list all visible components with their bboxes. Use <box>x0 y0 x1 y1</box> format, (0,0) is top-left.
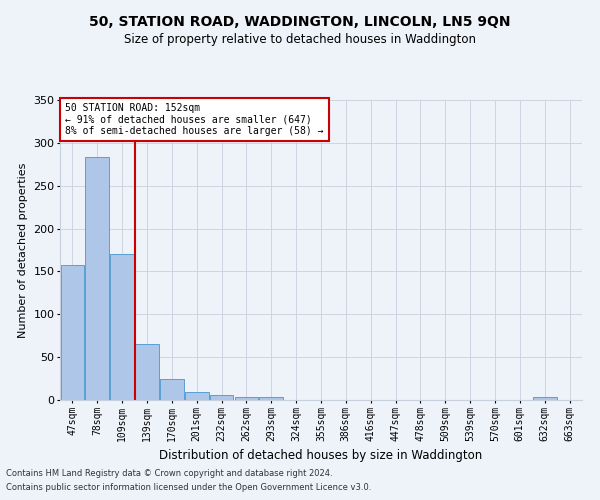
Bar <box>110 254 134 400</box>
Bar <box>533 398 557 400</box>
Bar <box>259 398 283 400</box>
Bar <box>135 344 159 400</box>
Text: 50, STATION ROAD, WADDINGTON, LINCOLN, LN5 9QN: 50, STATION ROAD, WADDINGTON, LINCOLN, L… <box>89 15 511 29</box>
Y-axis label: Number of detached properties: Number of detached properties <box>18 162 28 338</box>
Bar <box>160 378 184 400</box>
Bar <box>185 392 209 400</box>
Bar <box>210 395 233 400</box>
Text: Size of property relative to detached houses in Waddington: Size of property relative to detached ho… <box>124 32 476 46</box>
Bar <box>235 396 258 400</box>
Text: Contains HM Land Registry data © Crown copyright and database right 2024.: Contains HM Land Registry data © Crown c… <box>6 468 332 477</box>
Text: Contains public sector information licensed under the Open Government Licence v3: Contains public sector information licen… <box>6 484 371 492</box>
Bar <box>85 156 109 400</box>
X-axis label: Distribution of detached houses by size in Waddington: Distribution of detached houses by size … <box>160 449 482 462</box>
Bar <box>61 266 84 400</box>
Text: 50 STATION ROAD: 152sqm
← 91% of detached houses are smaller (647)
8% of semi-de: 50 STATION ROAD: 152sqm ← 91% of detache… <box>65 103 324 136</box>
